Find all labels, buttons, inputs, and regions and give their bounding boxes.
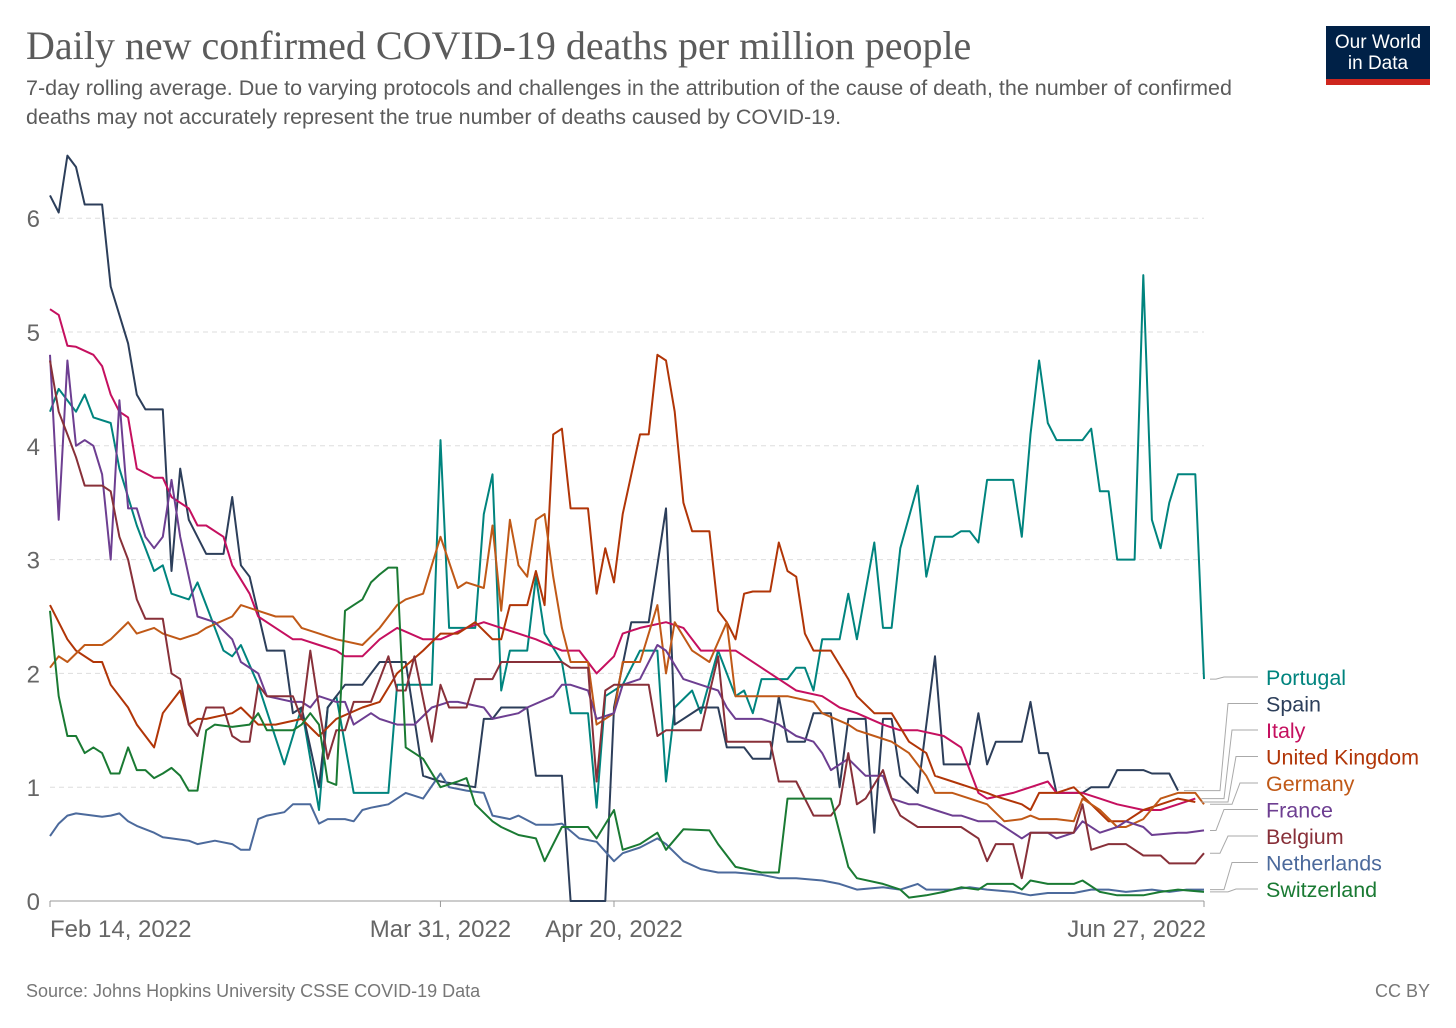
x-tick-label: Feb 14, 2022 xyxy=(50,916,191,943)
legend-connector-belgium xyxy=(1210,835,1258,854)
series-line-united-kingdom xyxy=(49,353,1196,823)
legend-connector-italy xyxy=(1201,729,1258,800)
legend-connector-switzerland xyxy=(1210,888,1258,893)
series-line-portugal xyxy=(49,274,1205,811)
y-tick-label: 3 xyxy=(27,548,40,575)
gridlines xyxy=(50,217,1204,788)
license-link[interactable]: CC BY xyxy=(1374,981,1430,1001)
chart-subtitle: 7-day rolling average. Due to varying pr… xyxy=(26,76,1232,129)
series-lines xyxy=(49,154,1205,902)
series-line-belgium xyxy=(49,360,1205,880)
series-line-spain xyxy=(49,154,1179,902)
legend-label-germany[interactable]: Germany xyxy=(1266,772,1355,796)
legend-connector-netherlands xyxy=(1210,862,1258,891)
legend-connector-united-kingdom xyxy=(1201,756,1258,803)
logo-line-2: in Data xyxy=(1347,53,1409,74)
legend-connector-france xyxy=(1210,809,1258,831)
legend-label-belgium[interactable]: Belgium xyxy=(1266,825,1344,849)
legend-label-spain[interactable]: Spain xyxy=(1266,693,1321,717)
y-tick-label: 6 xyxy=(27,206,40,233)
legend-connector-germany xyxy=(1210,782,1258,805)
x-tick-label: Mar 31, 2022 xyxy=(370,916,511,943)
legend-label-portugal[interactable]: Portugal xyxy=(1266,666,1346,690)
x-tick-label: Jun 27, 2022 xyxy=(1067,916,1206,943)
source-note: Source: Johns Hopkins University CSSE CO… xyxy=(26,981,481,1001)
owid-logo[interactable]: Our World in Data xyxy=(1326,26,1430,85)
legend-label-united-kingdom[interactable]: United Kingdom xyxy=(1266,746,1419,770)
series-line-switzerland xyxy=(49,566,1205,899)
x-tick-label: Apr 20, 2022 xyxy=(545,916,682,943)
legend-connector-portugal xyxy=(1210,676,1258,680)
logo-line-1: Our World xyxy=(1334,32,1422,53)
y-axis-ticks: 0 1 2 3 4 5 6 xyxy=(27,206,40,916)
series-line-france xyxy=(49,354,1205,840)
y-tick-label: 5 xyxy=(27,320,40,347)
series-line-germany xyxy=(49,513,1205,828)
legend-label-france[interactable]: France xyxy=(1266,799,1333,823)
chart-title: Daily new confirmed COVID-19 deaths per … xyxy=(26,23,972,68)
legend-label-netherlands[interactable]: Netherlands xyxy=(1266,852,1382,876)
series-line-italy xyxy=(49,308,1196,811)
y-tick-label: 0 xyxy=(27,889,40,916)
y-tick-label: 4 xyxy=(27,434,40,461)
y-tick-label: 2 xyxy=(27,661,40,688)
legend-label-switzerland[interactable]: Switzerland xyxy=(1266,878,1377,902)
x-axis: Feb 14, 2022 Mar 31, 2022 Apr 20, 2022 Jun … xyxy=(49,900,1206,943)
legend-connector-spain xyxy=(1183,703,1258,792)
legend-label-italy[interactable]: Italy xyxy=(1266,719,1306,743)
y-tick-label: 1 xyxy=(27,775,40,802)
